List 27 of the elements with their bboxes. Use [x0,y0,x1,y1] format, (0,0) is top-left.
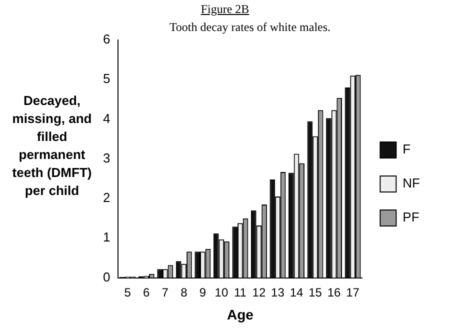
x-tick-label: 15 [308,285,322,300]
x-tick-label: 16 [327,285,342,300]
legend-label: F [402,142,411,157]
x-axis-title: Age [226,306,254,322]
legend-label: PF [402,210,420,225]
x-tick-label: 12 [252,285,266,300]
x-tick-label: 7 [162,285,169,300]
y-tick-label: 2 [102,190,110,206]
chart-subtitle: Tooth decay rates of white males. [169,20,331,34]
y-tick-label: 3 [102,150,110,166]
x-tick-label: 6 [143,285,150,300]
y-tick-label: 5 [102,71,110,86]
x-tick-label: 9 [199,285,206,300]
y-tick-label: 1 [102,230,110,245]
x-tick-label: 10 [214,285,228,300]
y-tick-label: 4 [102,110,110,126]
x-tick-label: 5 [124,285,132,300]
x-tick-label: 14 [290,285,304,300]
x-tick-label: 11 [234,285,247,300]
x-tick-label: 17 [346,285,360,300]
y-tick-label: 0 [102,269,110,284]
x-tick-label: 13 [271,285,285,300]
legend-label: NF [402,176,420,191]
chart-title: Figure 2B [200,2,250,17]
x-tick-label: 8 [180,285,188,300]
y-tick-label: 6 [102,32,110,47]
y-axis-title: Decayed, missing, and filled permanent teeth (DMFT) per child [11,92,93,200]
